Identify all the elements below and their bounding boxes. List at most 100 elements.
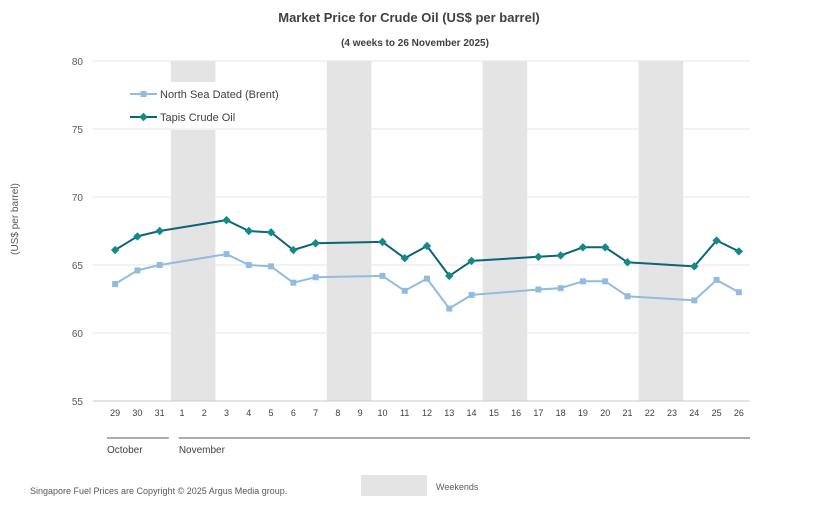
x-tick-label: 11 xyxy=(400,408,409,418)
y-tick-label: 55 xyxy=(72,397,84,408)
tapis-data-point xyxy=(690,262,699,271)
brent-data-point xyxy=(112,281,119,288)
tapis-data-point xyxy=(311,239,320,248)
weekend-legend-swatch xyxy=(361,475,427,496)
brent-data-point xyxy=(735,289,742,296)
legend-mask xyxy=(120,82,295,130)
x-tick-label: 13 xyxy=(444,408,454,418)
y-tick-label: 70 xyxy=(72,193,84,204)
x-tick-label: 24 xyxy=(689,408,699,418)
tapis-data-point xyxy=(467,256,476,266)
month-label: October xyxy=(107,445,143,456)
tapis-data-point xyxy=(578,243,588,252)
tapis-data-point xyxy=(155,226,164,236)
x-tick-label: 26 xyxy=(734,408,744,418)
legend-marker-diamond xyxy=(139,112,148,122)
y-tick-label: 65 xyxy=(72,261,84,272)
brent-data-point xyxy=(424,275,430,282)
x-tick-label: 10 xyxy=(377,408,387,418)
legend-label: Tapis Crude Oil xyxy=(160,112,235,124)
tapis-data-point xyxy=(623,258,632,267)
tapis-data-point xyxy=(133,232,142,241)
brent-data-point xyxy=(468,291,475,298)
tapis-data-point xyxy=(289,245,298,255)
weekend-band xyxy=(326,61,372,401)
x-tick-label: 15 xyxy=(489,408,499,418)
y-axis-ticks: 55 60 65 70 75 80 xyxy=(72,57,84,408)
tapis-data-point xyxy=(422,241,432,251)
tapis-data-point xyxy=(378,237,387,247)
tapis-data-point xyxy=(556,251,565,260)
x-tick-label: 29 xyxy=(110,408,120,418)
x-tick-label: 5 xyxy=(269,408,274,418)
series-markers xyxy=(110,215,744,312)
brent-data-point xyxy=(602,278,609,285)
tapis-data-point xyxy=(712,236,721,245)
brent-data-point xyxy=(223,251,230,258)
x-tick-label: 4 xyxy=(246,408,251,418)
month-axis: October November xyxy=(107,437,750,456)
brent-data-point xyxy=(156,262,163,268)
brent-data-point xyxy=(535,286,542,293)
x-tick-label: 18 xyxy=(556,408,566,418)
legend-label: North Sea Dated (Brent) xyxy=(160,89,279,101)
tapis-data-point xyxy=(601,243,610,252)
x-tick-label: 6 xyxy=(291,408,296,418)
y-tick-label: 60 xyxy=(72,329,84,340)
x-tick-label: 7 xyxy=(313,408,318,418)
brent-data-point xyxy=(268,263,275,270)
brent-data-point xyxy=(290,279,297,286)
tapis-data-point xyxy=(400,254,409,263)
tapis-data-point xyxy=(734,247,744,256)
brent-data-point xyxy=(624,293,631,300)
copyright-footer: Singapore Fuel Prices are Copyright © 20… xyxy=(30,486,287,496)
y-tick-label: 80 xyxy=(72,57,84,68)
x-tick-label: 14 xyxy=(467,408,477,418)
brent-data-point xyxy=(312,274,319,281)
x-tick-label: 17 xyxy=(533,408,543,418)
x-tick-label: 8 xyxy=(335,408,340,418)
tapis-data-point xyxy=(266,228,276,237)
x-tick-label: 1 xyxy=(179,408,184,418)
chart-title: Market Price for Crude Oil (US$ per barr… xyxy=(278,10,540,25)
x-tick-label: 3 xyxy=(224,408,229,418)
brent-data-point xyxy=(557,285,564,292)
chart-subtitle: (4 weeks to 26 November 2025) xyxy=(341,38,489,49)
x-tick-label: 21 xyxy=(622,408,632,418)
weekend-legend-label: Weekends xyxy=(436,482,479,492)
brent-data-point xyxy=(245,262,252,268)
brent-data-point xyxy=(713,276,720,283)
tapis-data-point xyxy=(445,271,454,281)
gridlines xyxy=(93,60,750,402)
brent-data-point xyxy=(446,305,453,312)
tapis-data-point xyxy=(222,215,231,225)
tapis-data-point xyxy=(244,226,253,236)
x-tick-label: 22 xyxy=(645,408,655,418)
x-tick-label: 30 xyxy=(132,408,142,418)
brent-data-point xyxy=(579,278,586,285)
legend-background xyxy=(120,82,295,130)
legend-marker-square xyxy=(140,91,147,97)
brent-data-point xyxy=(134,267,141,274)
tapis-data-point xyxy=(534,252,543,262)
y-tick-label: 75 xyxy=(72,125,84,136)
brent-data-point xyxy=(401,287,408,294)
x-axis-ticks: 29 30 31 1 2 3 4 5 6 7 8 9 10 11 12 13 14 15 16 17 18 19 20 21 2… xyxy=(110,408,744,418)
x-tick-label: 25 xyxy=(712,408,722,418)
x-tick-label: 9 xyxy=(358,408,363,418)
x-tick-label: 23 xyxy=(667,408,677,418)
x-tick-label: 16 xyxy=(511,408,521,418)
brent-data-point xyxy=(691,297,698,304)
x-tick-label: 12 xyxy=(422,408,432,418)
x-tick-label: 19 xyxy=(578,408,588,418)
weekend-band xyxy=(638,61,684,401)
tapis-data-point xyxy=(110,245,120,255)
y-axis-label: (US$ per barrel) xyxy=(10,183,21,255)
x-tick-label: 2 xyxy=(202,408,207,418)
x-tick-label: 31 xyxy=(155,408,165,418)
brent-data-point xyxy=(379,272,386,279)
x-tick-label: 20 xyxy=(600,408,610,418)
weekend-band xyxy=(482,61,528,401)
month-label: November xyxy=(179,445,226,456)
